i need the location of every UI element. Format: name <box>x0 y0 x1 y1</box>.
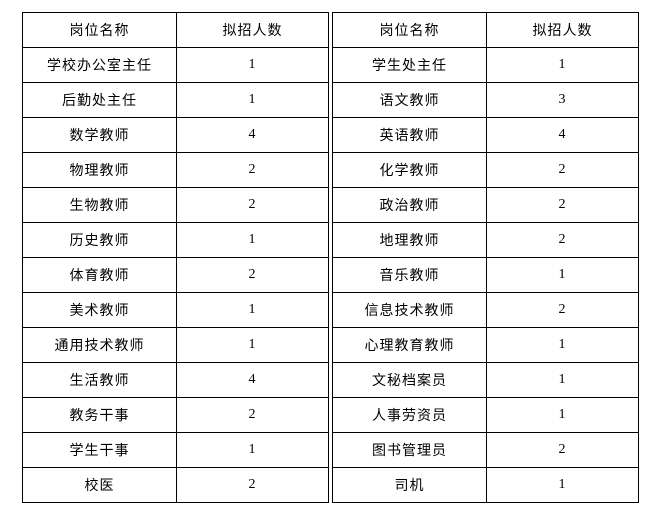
position-cell: 通用技术教师 <box>22 327 177 363</box>
position-cell: 文秘档案员 <box>332 362 487 398</box>
count-cell: 2 <box>486 222 639 258</box>
table-header-row: 岗位名称 拟招人数 <box>22 12 329 48</box>
position-cell: 学校办公室主任 <box>22 47 177 83</box>
table-row: 生活教师 4 <box>22 362 329 398</box>
count-cell: 1 <box>486 257 639 293</box>
position-cell: 地理教师 <box>332 222 487 258</box>
position-cell: 历史教师 <box>22 222 177 258</box>
count-cell: 4 <box>176 117 329 153</box>
count-cell: 2 <box>486 187 639 223</box>
count-cell: 2 <box>176 257 329 293</box>
position-cell: 学生处主任 <box>332 47 487 83</box>
count-cell: 1 <box>176 292 329 328</box>
count-cell: 1 <box>486 362 639 398</box>
table-row: 文秘档案员 1 <box>332 362 639 398</box>
count-cell: 4 <box>486 117 639 153</box>
table-row: 数学教师 4 <box>22 117 329 153</box>
count-cell: 1 <box>486 47 639 83</box>
table-row: 地理教师 2 <box>332 222 639 258</box>
table-row: 司机 1 <box>332 467 639 503</box>
table-row: 学生干事 1 <box>22 432 329 468</box>
position-cell: 数学教师 <box>22 117 177 153</box>
count-cell: 1 <box>176 47 329 83</box>
position-cell: 信息技术教师 <box>332 292 487 328</box>
recruitment-tables-container: 岗位名称 拟招人数 学校办公室主任 1 后勤处主任 1 数学教师 4 物理教师 2 生物教师 2 历… <box>22 12 639 503</box>
table-row: 学校办公室主任 1 <box>22 47 329 83</box>
count-cell: 1 <box>176 327 329 363</box>
position-cell: 英语教师 <box>332 117 487 153</box>
count-cell: 2 <box>176 467 329 503</box>
table-row: 生物教师 2 <box>22 187 329 223</box>
table-row: 通用技术教师 1 <box>22 327 329 363</box>
count-cell: 2 <box>486 432 639 468</box>
count-cell: 2 <box>176 397 329 433</box>
position-cell: 物理教师 <box>22 152 177 188</box>
position-cell: 生物教师 <box>22 187 177 223</box>
position-cell: 司机 <box>332 467 487 503</box>
table-row: 教务干事 2 <box>22 397 329 433</box>
position-cell: 政治教师 <box>332 187 487 223</box>
table-row: 政治教师 2 <box>332 187 639 223</box>
table-row: 学生处主任 1 <box>332 47 639 83</box>
position-cell: 学生干事 <box>22 432 177 468</box>
table-row: 后勤处主任 1 <box>22 82 329 118</box>
position-cell: 图书管理员 <box>332 432 487 468</box>
count-cell: 2 <box>486 152 639 188</box>
count-cell: 4 <box>176 362 329 398</box>
count-cell: 2 <box>486 292 639 328</box>
position-cell: 教务干事 <box>22 397 177 433</box>
position-cell: 美术教师 <box>22 292 177 328</box>
count-header-cell: 拟招人数 <box>486 12 639 48</box>
count-cell: 1 <box>176 222 329 258</box>
position-header-cell: 岗位名称 <box>22 12 177 48</box>
table-row: 信息技术教师 2 <box>332 292 639 328</box>
table-row: 英语教师 4 <box>332 117 639 153</box>
count-cell: 1 <box>486 327 639 363</box>
table-row: 图书管理员 2 <box>332 432 639 468</box>
recruitment-table-right: 岗位名称 拟招人数 学生处主任 1 语文教师 3 英语教师 4 化学教师 2 政治教师 2 地理教师… <box>332 12 639 503</box>
table-row: 历史教师 1 <box>22 222 329 258</box>
position-cell: 人事劳资员 <box>332 397 487 433</box>
table-row: 美术教师 1 <box>22 292 329 328</box>
position-cell: 后勤处主任 <box>22 82 177 118</box>
recruitment-table-left: 岗位名称 拟招人数 学校办公室主任 1 后勤处主任 1 数学教师 4 物理教师 2 生物教师 2 历… <box>22 12 329 503</box>
position-cell: 体育教师 <box>22 257 177 293</box>
count-cell: 3 <box>486 82 639 118</box>
table-row: 人事劳资员 1 <box>332 397 639 433</box>
count-cell: 1 <box>176 82 329 118</box>
table-row: 校医 2 <box>22 467 329 503</box>
position-cell: 生活教师 <box>22 362 177 398</box>
count-header-cell: 拟招人数 <box>176 12 329 48</box>
count-cell: 1 <box>486 397 639 433</box>
table-row: 音乐教师 1 <box>332 257 639 293</box>
position-cell: 音乐教师 <box>332 257 487 293</box>
count-cell: 2 <box>176 187 329 223</box>
table-row: 心理教育教师 1 <box>332 327 639 363</box>
position-cell: 语文教师 <box>332 82 487 118</box>
position-header-cell: 岗位名称 <box>332 12 487 48</box>
position-cell: 校医 <box>22 467 177 503</box>
table-row: 体育教师 2 <box>22 257 329 293</box>
table-row: 化学教师 2 <box>332 152 639 188</box>
position-cell: 心理教育教师 <box>332 327 487 363</box>
count-cell: 1 <box>486 467 639 503</box>
table-row: 语文教师 3 <box>332 82 639 118</box>
count-cell: 1 <box>176 432 329 468</box>
table-header-row: 岗位名称 拟招人数 <box>332 12 639 48</box>
position-cell: 化学教师 <box>332 152 487 188</box>
count-cell: 2 <box>176 152 329 188</box>
table-row: 物理教师 2 <box>22 152 329 188</box>
